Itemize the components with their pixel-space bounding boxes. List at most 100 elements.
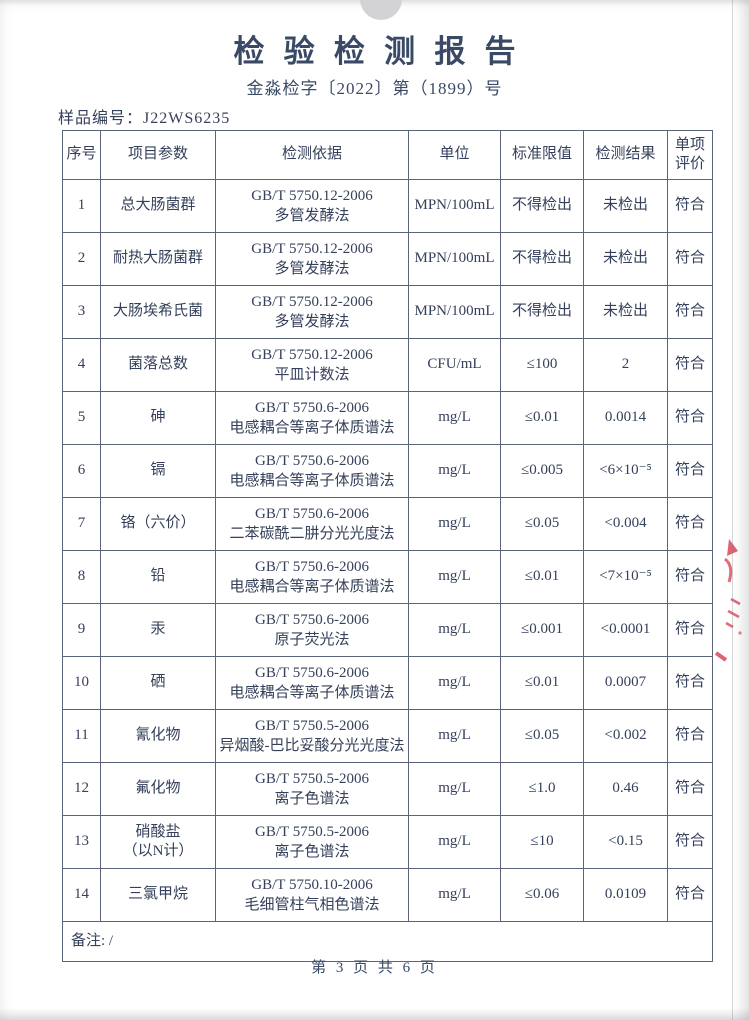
test-method: GB/T 5750.6-2006 电感耦合等离子体质谱法 (215, 656, 409, 710)
test-result: 未检出 (583, 285, 668, 339)
row-number: 3 (62, 285, 101, 339)
report-number: 金淼检字〔2022〕第（1899）号 (246, 79, 503, 98)
parameter-name: 铅 (100, 550, 216, 604)
unit: CFU/mL (408, 338, 501, 392)
parameter-name: 镉 (100, 444, 216, 498)
unit: mg/L (408, 815, 501, 869)
standard-limit: ≤0.06 (500, 868, 584, 922)
parameter-name: 汞 (100, 603, 216, 657)
header-result: 检测结果 (583, 130, 668, 180)
table-row: 2 耐热大肠菌群 GB/T 5750.12-2006 多管发酵法 MPN/100mL 不得… (62, 232, 713, 286)
test-result: 未检出 (583, 232, 668, 286)
test-method: GB/T 5750.12-2006 多管发酵法 (215, 179, 409, 233)
standard-limit: 不得检出 (500, 179, 584, 233)
test-method: GB/T 5750.6-2006 原子荧光法 (215, 603, 409, 657)
table-row: 6 镉 GB/T 5750.6-2006 电感耦合等离子体质谱法 mg/L ≤0.005 <… (62, 444, 713, 498)
row-number: 11 (62, 709, 101, 763)
row-number: 6 (62, 444, 101, 498)
evaluation: 符合 (667, 232, 713, 286)
parameter-name: 硒 (100, 656, 216, 710)
header-row: 序号 项目参数 检测依据 单位 标准限值 检测结果 单项评价 (62, 130, 713, 180)
test-result: 0.0109 (583, 868, 668, 922)
unit: mg/L (408, 603, 501, 657)
table-row: 10 硒 GB/T 5750.6-2006 电感耦合等离子体质谱法 mg/L ≤0.01 0… (62, 656, 713, 710)
test-method: GB/T 5750.6-2006 二苯碳酰二肼分光光度法 (215, 497, 409, 551)
header-limit: 标准限值 (500, 130, 584, 180)
test-method: GB/T 5750.5-2006 离子色谱法 (215, 762, 409, 816)
standard-limit: 不得检出 (500, 285, 584, 339)
test-result: <0.004 (583, 497, 668, 551)
evaluation: 符合 (667, 497, 713, 551)
scan-edge-right (732, 0, 749, 1020)
standard-limit: 不得检出 (500, 232, 584, 286)
parameter-name: 菌落总数 (100, 338, 216, 392)
results-table-body: 1 总大肠菌群 GB/T 5750.12-2006 多管发酵法 MPN/100mL 不得检… (62, 179, 713, 922)
test-method: GB/T 5750.10-2006 毛细管柱气相色谱法 (215, 868, 409, 922)
unit: mg/L (408, 391, 501, 445)
test-method: GB/T 5750.12-2006 平皿计数法 (215, 338, 409, 392)
standard-limit: ≤0.01 (500, 656, 584, 710)
evaluation: 符合 (667, 868, 713, 922)
standard-limit: ≤0.001 (500, 603, 584, 657)
header-unit: 单位 (408, 130, 501, 180)
unit: mg/L (408, 709, 501, 763)
unit: mg/L (408, 762, 501, 816)
row-number: 5 (62, 391, 101, 445)
results-table: 序号 项目参数 检测依据 单位 标准限值 检测结果 单项评价 1 总大肠菌群 GB/… (62, 130, 713, 962)
evaluation: 符合 (667, 815, 713, 869)
table-row: 14 三氯甲烷 GB/T 5750.10-2006 毛细管柱气相色谱法 mg/L ≤0.0… (62, 868, 713, 922)
standard-limit: ≤0.005 (500, 444, 584, 498)
unit: MPN/100mL (408, 232, 501, 286)
evaluation: 符合 (667, 285, 713, 339)
test-result: 0.0014 (583, 391, 668, 445)
table-row: 9 汞 GB/T 5750.6-2006 原子荧光法 mg/L ≤0.001 <0.0001… (62, 603, 713, 657)
test-result: <7×10⁻⁵ (583, 550, 668, 604)
remarks-row: 备注: / (62, 921, 713, 962)
evaluation: 符合 (667, 762, 713, 816)
parameter-name: 耐热大肠菌群 (100, 232, 216, 286)
evaluation: 符合 (667, 603, 713, 657)
standard-limit: ≤0.01 (500, 391, 584, 445)
unit: mg/L (408, 656, 501, 710)
test-result: <0.15 (583, 815, 668, 869)
page-title: 检验检测报告 (233, 34, 535, 69)
test-method: GB/T 5750.5-2006 异烟酸-巴比妥酸分光光度法 (215, 709, 409, 763)
parameter-name: 氰化物 (100, 709, 216, 763)
page-number: 第 3 页 共 6 页 (311, 960, 438, 976)
table-row: 3 大肠埃希氏菌 GB/T 5750.12-2006 多管发酵法 MPN/100mL 不得… (62, 285, 713, 339)
test-method: GB/T 5750.6-2006 电感耦合等离子体质谱法 (215, 391, 409, 445)
table-row: 1 总大肠菌群 GB/T 5750.12-2006 多管发酵法 MPN/100mL 不得检… (62, 179, 713, 233)
test-result: <0.0001 (583, 603, 668, 657)
row-number: 9 (62, 603, 101, 657)
table-row: 11 氰化物 GB/T 5750.5-2006 异烟酸-巴比妥酸分光光度法 mg/L ≤0… (62, 709, 713, 763)
red-stamp-fragment (714, 539, 742, 662)
row-number: 14 (62, 868, 101, 922)
evaluation: 符合 (667, 444, 713, 498)
unit: MPN/100mL (408, 179, 501, 233)
unit: mg/L (408, 444, 501, 498)
standard-limit: ≤0.05 (500, 497, 584, 551)
test-result: 0.46 (583, 762, 668, 816)
binder-notch (360, 0, 402, 20)
standard-limit: ≤1.0 (500, 762, 584, 816)
parameter-name: 三氯甲烷 (100, 868, 216, 922)
parameter-name: 大肠埃希氏菌 (100, 285, 216, 339)
evaluation: 符合 (667, 338, 713, 392)
unit: mg/L (408, 497, 501, 551)
evaluation: 符合 (667, 550, 713, 604)
row-number: 7 (62, 497, 101, 551)
test-method: GB/T 5750.6-2006 电感耦合等离子体质谱法 (215, 444, 409, 498)
test-result: <0.002 (583, 709, 668, 763)
row-number: 13 (62, 815, 101, 869)
parameter-name: 铬（六价） (100, 497, 216, 551)
header-method: 检测依据 (215, 130, 409, 180)
standard-limit: ≤0.05 (500, 709, 584, 763)
parameter-name: 砷 (100, 391, 216, 445)
scan-edge-bottom (0, 1008, 749, 1020)
table-row: 13 硝酸盐 （以N计） GB/T 5750.5-2006 离子色谱法 mg/L ≤10 <0… (62, 815, 713, 869)
parameter-name: 总大肠菌群 (100, 179, 216, 233)
test-result: 0.0007 (583, 656, 668, 710)
test-method: GB/T 5750.6-2006 电感耦合等离子体质谱法 (215, 550, 409, 604)
row-number: 8 (62, 550, 101, 604)
